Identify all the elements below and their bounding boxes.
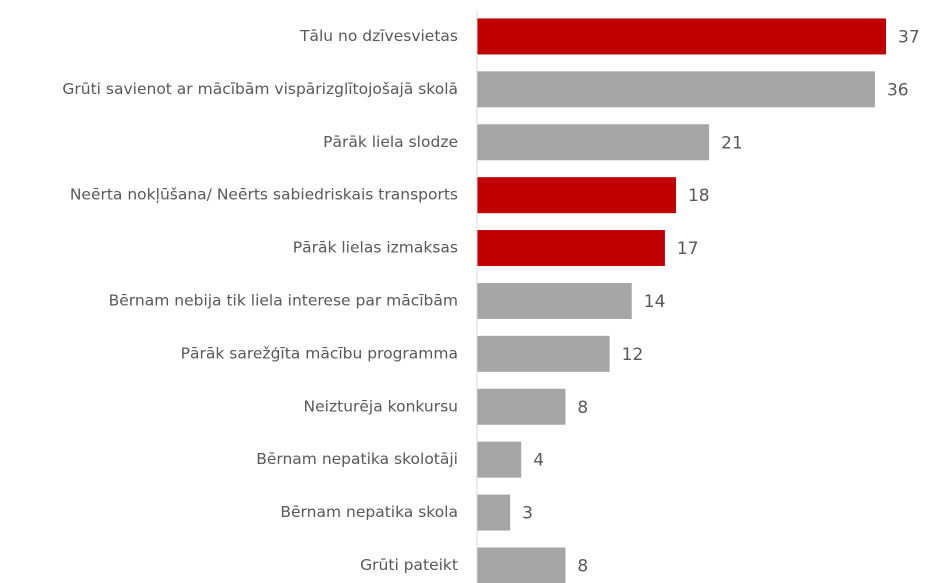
bar: [477, 18, 886, 55]
bar: [477, 547, 566, 583]
value-label: 14: [644, 292, 666, 312]
value-label: 17: [677, 239, 699, 259]
bar: [477, 71, 875, 108]
bar: [477, 335, 610, 372]
bar: [477, 282, 632, 319]
category-label: Pārāk sarežģīta mācību programma: [181, 344, 458, 362]
value-label: 21: [721, 133, 743, 153]
bar: [477, 494, 511, 531]
value-label: 36: [887, 80, 909, 100]
category-label: Tālu no dzīvesvietas: [299, 27, 458, 45]
category-label: Bērnam nebija tik liela interese par māc…: [109, 291, 458, 309]
bar: [477, 441, 522, 478]
bar: [477, 177, 676, 214]
bar: [477, 230, 665, 267]
value-label: 37: [898, 27, 920, 47]
value-label: 18: [688, 186, 710, 206]
value-label: 3: [522, 504, 533, 524]
value-label: 8: [577, 398, 588, 418]
category-label: Neizturēja konkursu: [304, 397, 458, 415]
value-label: 4: [533, 451, 544, 471]
value-label: 12: [622, 345, 644, 365]
bar: [477, 388, 566, 425]
category-label: Pārāk liela slodze: [323, 133, 458, 151]
category-label: Bērnam nepatika skola: [280, 503, 458, 521]
category-label: Grūti pateikt: [360, 556, 458, 574]
category-label: Bērnam nepatika skolotāji: [256, 450, 458, 468]
category-label: Pārāk lielas izmaksas: [293, 239, 458, 257]
category-label: Neērta nokļūšana/ Neērts sabiedriskais t…: [70, 186, 458, 204]
value-label: 8: [577, 556, 588, 576]
category-label: Grūti savienot ar mācībām vispārizglītoj…: [62, 80, 458, 98]
bar: [477, 124, 710, 161]
